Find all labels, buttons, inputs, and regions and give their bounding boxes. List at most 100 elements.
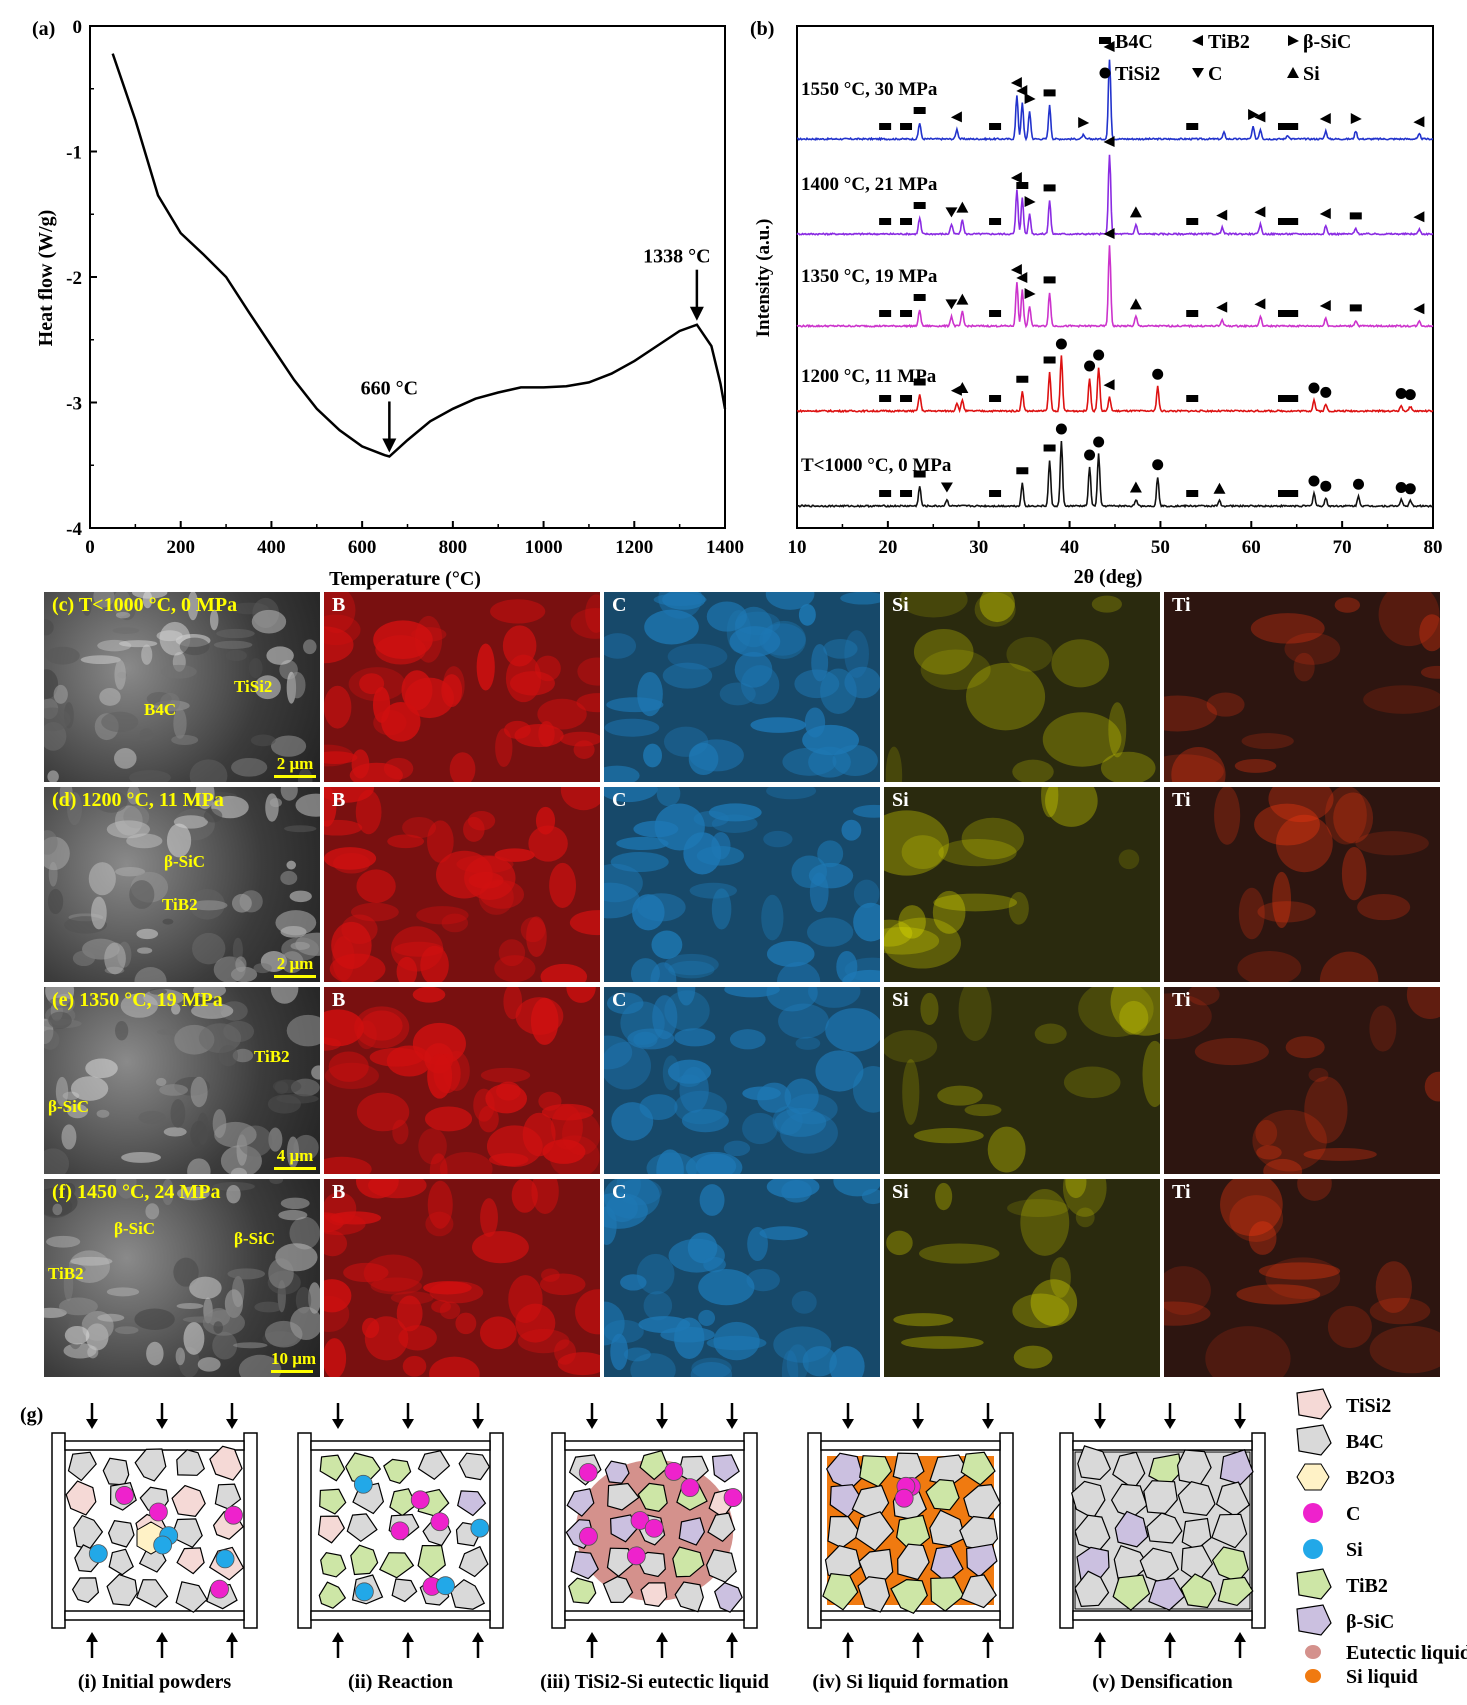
x-tick-label: 800 [439,537,468,558]
eds-map-c: C [604,1179,880,1377]
x-tick-label: 50 [1151,537,1170,558]
element-label: Ti [1172,1181,1191,1203]
panel-b-label: (b) [750,18,774,40]
legend-entry: B4C [1115,31,1153,53]
legend-entry: C [1208,63,1222,85]
element-label: C [612,1181,627,1203]
legend-entry: Eutectic liquid [1346,1642,1467,1664]
element-label: B [332,594,346,616]
eds-map-b: B [324,787,600,982]
element-label: C [612,594,627,616]
eds-map-b: B [324,987,600,1174]
x-tick-label: 70 [1333,537,1352,558]
densification-schematic: (g) (i) Initial powders (ii) Reaction (iii… [20,1388,1467,1693]
stage-box: (i) Initial powders [51,1403,258,1693]
x-tick-label: 1400 [706,537,744,558]
element-label: Ti [1172,594,1191,616]
legend-entry: β-SiC [1303,31,1351,53]
phase-annotation: β-SiC [234,1229,276,1248]
sem-eds-grid: (c) T<1000 °C, 0 MPa B4C TiSi2 2 μm B C Si Ti (d… [44,592,1440,1377]
stage-label: (iii) TiSi2-Si eutectic liquid [540,1671,769,1693]
series-label: T<1000 °C, 0 MPa [801,455,952,476]
eds-map-ti: Ti [1164,1179,1440,1377]
series-label: 1350 °C, 19 MPa [801,266,938,287]
series-label: 1550 °C, 30 MPa [801,79,938,100]
phase-annotation: TiB2 [254,1047,290,1066]
sem-image: (f) 1450 °C, 24 MPa β-SiC β-SiC TiB2 10 μm [44,1179,320,1377]
eds-map-ti: Ti [1164,592,1440,782]
x-tick-label: 80 [1424,537,1443,558]
row-label: (d) 1200 °C, 11 MPa [52,789,224,811]
annotation-1338: 1338 °C [643,246,710,268]
eds-map-si: Si [884,787,1160,982]
legend-entry: TiB2 [1346,1575,1388,1597]
x-tick-label: 200 [166,537,195,558]
phase-annotation: β-SiC [48,1097,90,1116]
element-label: Si [892,1181,909,1203]
x-tick-label: 20 [878,537,897,558]
stage-label: (ii) Reaction [348,1671,453,1693]
x-tick-label: 10 [788,537,807,558]
element-label: Si [892,989,909,1011]
legend-entry: β-SiC [1346,1611,1394,1633]
y-tick-label: -1 [66,143,82,164]
eds-map-c: C [604,592,880,782]
stage-box: (iv) Si liquid formation [807,1403,1014,1693]
stage-label: (i) Initial powders [78,1671,232,1693]
panel-g: (g) (i) Initial powders (ii) Reaction (iii… [0,1385,1467,1700]
phase-annotation: β-SiC [114,1219,156,1238]
y-tick-label: 0 [73,17,83,38]
eds-map-si: Si [884,987,1160,1174]
xrd-series: 1350 °C, 19 MPa [796,228,1434,329]
stage-box: (iii) TiSi2-Si eutectic liquid [540,1403,769,1693]
legend-entry: B2O3 [1346,1467,1395,1489]
x-axis-label: 2θ (deg) [1074,566,1143,588]
heat-flow-chart: (a) Heat flow (W/g) Temperature (°C) 0 20… [32,17,744,590]
legend-entry: TiB2 [1208,31,1250,53]
y-tick-label: -4 [66,519,82,540]
x-tick-label: 40 [1060,537,1079,558]
element-label: B [332,1181,346,1203]
x-tick-label: 1000 [525,537,563,558]
eds-map-si: Si [884,1179,1160,1377]
stage-label: (v) Densification [1092,1671,1233,1693]
eds-map-c: C [604,987,880,1174]
row-label: (c) T<1000 °C, 0 MPa [52,594,238,616]
element-label: Si [892,789,909,811]
xrd-series: 1550 °C, 30 MPa [796,41,1434,142]
eds-map-ti: Ti [1164,787,1440,982]
x-tick-label: 0 [85,537,95,558]
phase-annotation: B4C [144,700,177,719]
panel-a: (a) Heat flow (W/g) Temperature (°C) 0 20… [0,0,750,590]
scale-bar: 2 μm [274,954,316,978]
eds-map-b: B [324,592,600,782]
annotation-660: 660 °C [361,377,418,399]
stage-box: (v) Densification [1059,1403,1266,1693]
schematic-legend: TiSi2 B4C B2O3 C Si TiB2 β-SiC Eutectic liquidS… [1296,1388,1467,1688]
element-label: B [332,789,346,811]
legend-entry: TiSi2 [1115,63,1160,85]
x-tick-label: 1200 [615,537,653,558]
legend-entry: Si liquid [1346,1666,1418,1688]
element-label: Si [892,594,909,616]
x-tick-label: 60 [1242,537,1261,558]
x-axis-label: Temperature (°C) [329,568,481,590]
element-label: C [612,989,627,1011]
scale-bar: 10 μm [270,1349,316,1373]
xrd-series: 1200 °C, 11 MPa [796,338,1434,414]
eds-map-b: B [324,1179,600,1377]
xrd-chart: (b) Intensity (a.u.) 2θ (deg) 10 20 30 40 50… [750,18,1443,588]
sem-image: (e) 1350 °C, 19 MPa TiB2 β-SiC 4 μm [44,987,320,1174]
stage-box: (ii) Reaction [297,1403,504,1693]
row-label: (f) 1450 °C, 24 MPa [52,1181,221,1203]
eds-map-si: Si [884,592,1160,782]
eds-map-ti: Ti [1164,987,1440,1174]
y-tick-label: -2 [66,268,82,289]
row-label: (e) 1350 °C, 19 MPa [52,989,223,1011]
legend-entry: Si [1346,1539,1363,1561]
sem-image: (d) 1200 °C, 11 MPa β-SiC TiB2 2 μm [44,787,320,982]
phase-annotation: TiB2 [48,1264,84,1283]
element-label: B [332,989,346,1011]
element-label: C [612,789,627,811]
scale-bar: 4 μm [274,1146,316,1170]
